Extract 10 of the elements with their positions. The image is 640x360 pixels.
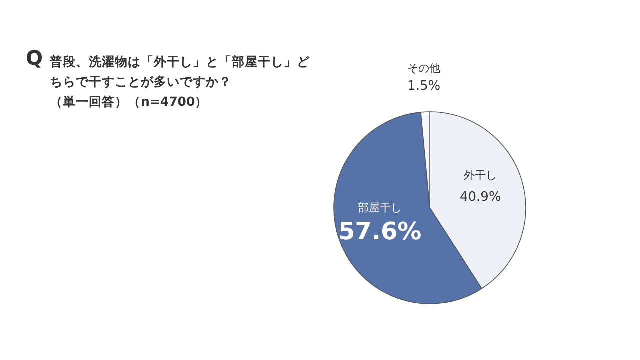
slice-label: 外干し <box>464 169 498 182</box>
data-label: 1.5% <box>408 79 441 94</box>
text: Q <box>26 46 44 70</box>
data-label: 57.6% <box>338 217 422 246</box>
slice-label: その他 <box>408 62 441 76</box>
slice-label: 部屋干し <box>358 201 402 214</box>
data-label: 40.9% <box>460 190 502 206</box>
text: （単一回答）（n=4700） <box>50 94 208 111</box>
slice: 外干し 40.9% <box>430 112 526 290</box>
text: 普段、洗濯物は「外干し」と「部屋干し」どちらで干すことが多いですか？ <box>50 53 311 91</box>
